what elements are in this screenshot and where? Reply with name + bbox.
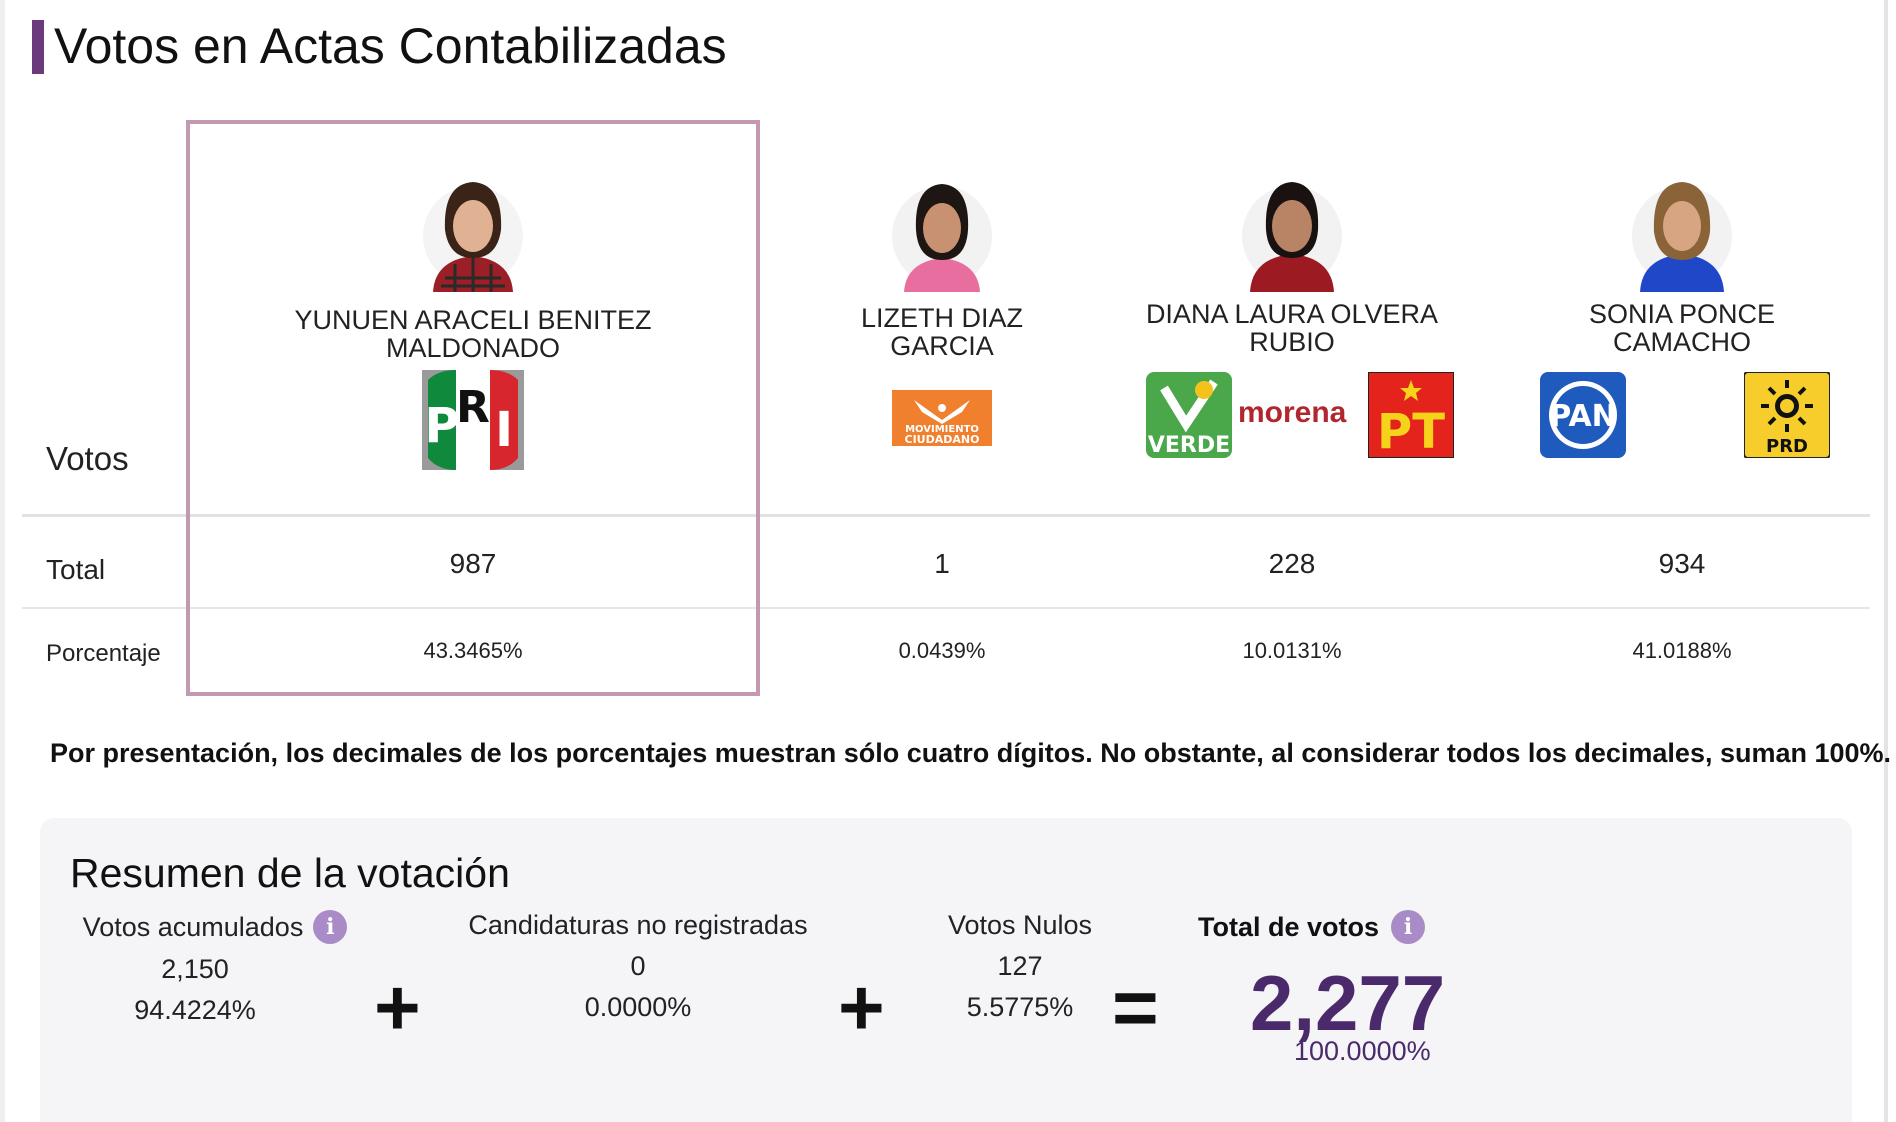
summary-acumulados: Votos acumulados i 2,150 94.4224%: [70, 910, 360, 1026]
candidate-name: RUBIO: [1249, 327, 1335, 357]
table-divider: [22, 514, 1870, 517]
no-registradas-percent: 0.0000%: [584, 992, 692, 1022]
summary-total-header: Total de votos i: [1198, 910, 1426, 944]
candidate-name: GARCIA: [890, 331, 994, 361]
verde-logo-text: VERDE: [1148, 433, 1230, 458]
page-left-border: [0, 0, 5, 1122]
summary-no-registradas: Candidaturas no registradas 0 0.0000%: [460, 910, 816, 1023]
row-label-votos: Votos: [46, 440, 129, 477]
candidate-total: 1: [934, 548, 950, 579]
plus-icon: +: [374, 963, 421, 1052]
pri-letter-r: R: [456, 382, 490, 433]
candidate-name: MALDONADO: [385, 333, 561, 363]
total-votes-percent: 100.0000%: [1294, 1036, 1431, 1066]
candidate-name: CAMACHO: [1612, 327, 1751, 357]
table-divider: [22, 607, 1870, 609]
equals-icon: =: [1112, 963, 1159, 1052]
summary-nulos: Votos Nulos 127 5.5775%: [920, 910, 1120, 1023]
plus-icon: +: [838, 963, 885, 1052]
acumulados-label: Votos acumulados: [82, 911, 304, 942]
pt-logo: PT: [1368, 372, 1454, 458]
morena-logo: morena: [1238, 396, 1347, 429]
pan-logo: PAN: [1540, 372, 1626, 458]
candidate-card-diaz[interactable]: LIZETH DIAZ GARCIA MOVIMIENTO CIUDADANO …: [802, 118, 1082, 698]
candidate-total: 934: [1658, 548, 1706, 579]
title-accent-bar: [32, 20, 44, 74]
prd-logo: PRD: [1744, 372, 1830, 458]
vote-summary-panel: Resumen de la votación Votos acumulados …: [40, 818, 1852, 1122]
candidate-photo: [1242, 182, 1342, 292]
nulos-value: 127: [997, 951, 1043, 981]
candidate-name: SONIA PONCE: [1588, 299, 1776, 329]
candidate-card-ponce[interactable]: SONIA PONCE CAMACHO PAN PRD 934 41.0188%: [1532, 118, 1832, 698]
candidate-photo: [423, 182, 523, 292]
candidate-percent: 41.0188%: [1632, 638, 1732, 663]
movimiento-ciudadano-logo: MOVIMIENTO CIUDADANO: [892, 390, 992, 446]
candidate-total: 987: [449, 548, 497, 579]
mc-logo-text: CIUDADANO: [905, 433, 980, 446]
row-label-total: Total: [46, 554, 106, 585]
pri-logo: P R I: [422, 370, 524, 470]
pri-letter-i: I: [495, 402, 513, 458]
candidate-total: 228: [1268, 548, 1316, 579]
no-registradas-label: Candidaturas no registradas: [468, 910, 808, 940]
pan-logo-text: PAN: [1549, 399, 1617, 434]
candidate-card-benitez[interactable]: YUNUEN ARACELI BENITEZ MALDONADO P R I 9…: [200, 118, 746, 698]
summary-title: Resumen de la votación: [70, 850, 510, 896]
info-icon[interactable]: i: [1391, 910, 1426, 944]
pri-letter-p: P: [424, 398, 459, 454]
candidate-percent: 0.0439%: [898, 638, 986, 663]
candidate-photo: [892, 184, 992, 292]
candidate-percent: 10.0131%: [1242, 638, 1342, 663]
nulos-percent: 5.5775%: [966, 992, 1074, 1022]
nulos-label: Votos Nulos: [947, 910, 1093, 940]
candidate-name: LIZETH DIAZ: [860, 303, 1023, 333]
candidates-table: Votos Total Porcentaje YUNUEN ARACELI BE…: [22, 118, 1870, 698]
total-votes-value: 2,277: [1250, 959, 1446, 1047]
info-icon[interactable]: i: [313, 910, 348, 944]
candidate-photo: [1632, 182, 1732, 292]
total-label: Total de votos: [1198, 911, 1380, 942]
no-registradas-value: 0: [630, 951, 646, 981]
page-title: Votos en Actas Contabilizadas: [54, 18, 727, 74]
highlighted-candidate-frame: [186, 120, 760, 696]
row-label-porcentaje: Porcentaje: [46, 640, 161, 667]
candidate-percent: 43.3465%: [423, 638, 523, 663]
candidate-name: YUNUEN ARACELI BENITEZ: [294, 305, 652, 335]
prd-logo-text: PRD: [1766, 436, 1808, 457]
percentage-disclaimer: Por presentación, los decimales de los p…: [50, 738, 1892, 768]
mc-logo-text: MOVIMIENTO: [905, 424, 979, 435]
verde-logo: VERDE: [1146, 372, 1232, 458]
acumulados-value: 2,150: [161, 954, 229, 984]
candidate-card-olvera[interactable]: DIANA LAURA OLVERA RUBIO VERDE morena PT…: [1142, 118, 1454, 698]
pt-logo-text: PT: [1377, 404, 1445, 458]
candidate-name: DIANA LAURA OLVERA: [1145, 299, 1439, 329]
acumulados-percent: 94.4224%: [134, 995, 256, 1025]
page-scrollbar[interactable]: [1884, 0, 1888, 1122]
